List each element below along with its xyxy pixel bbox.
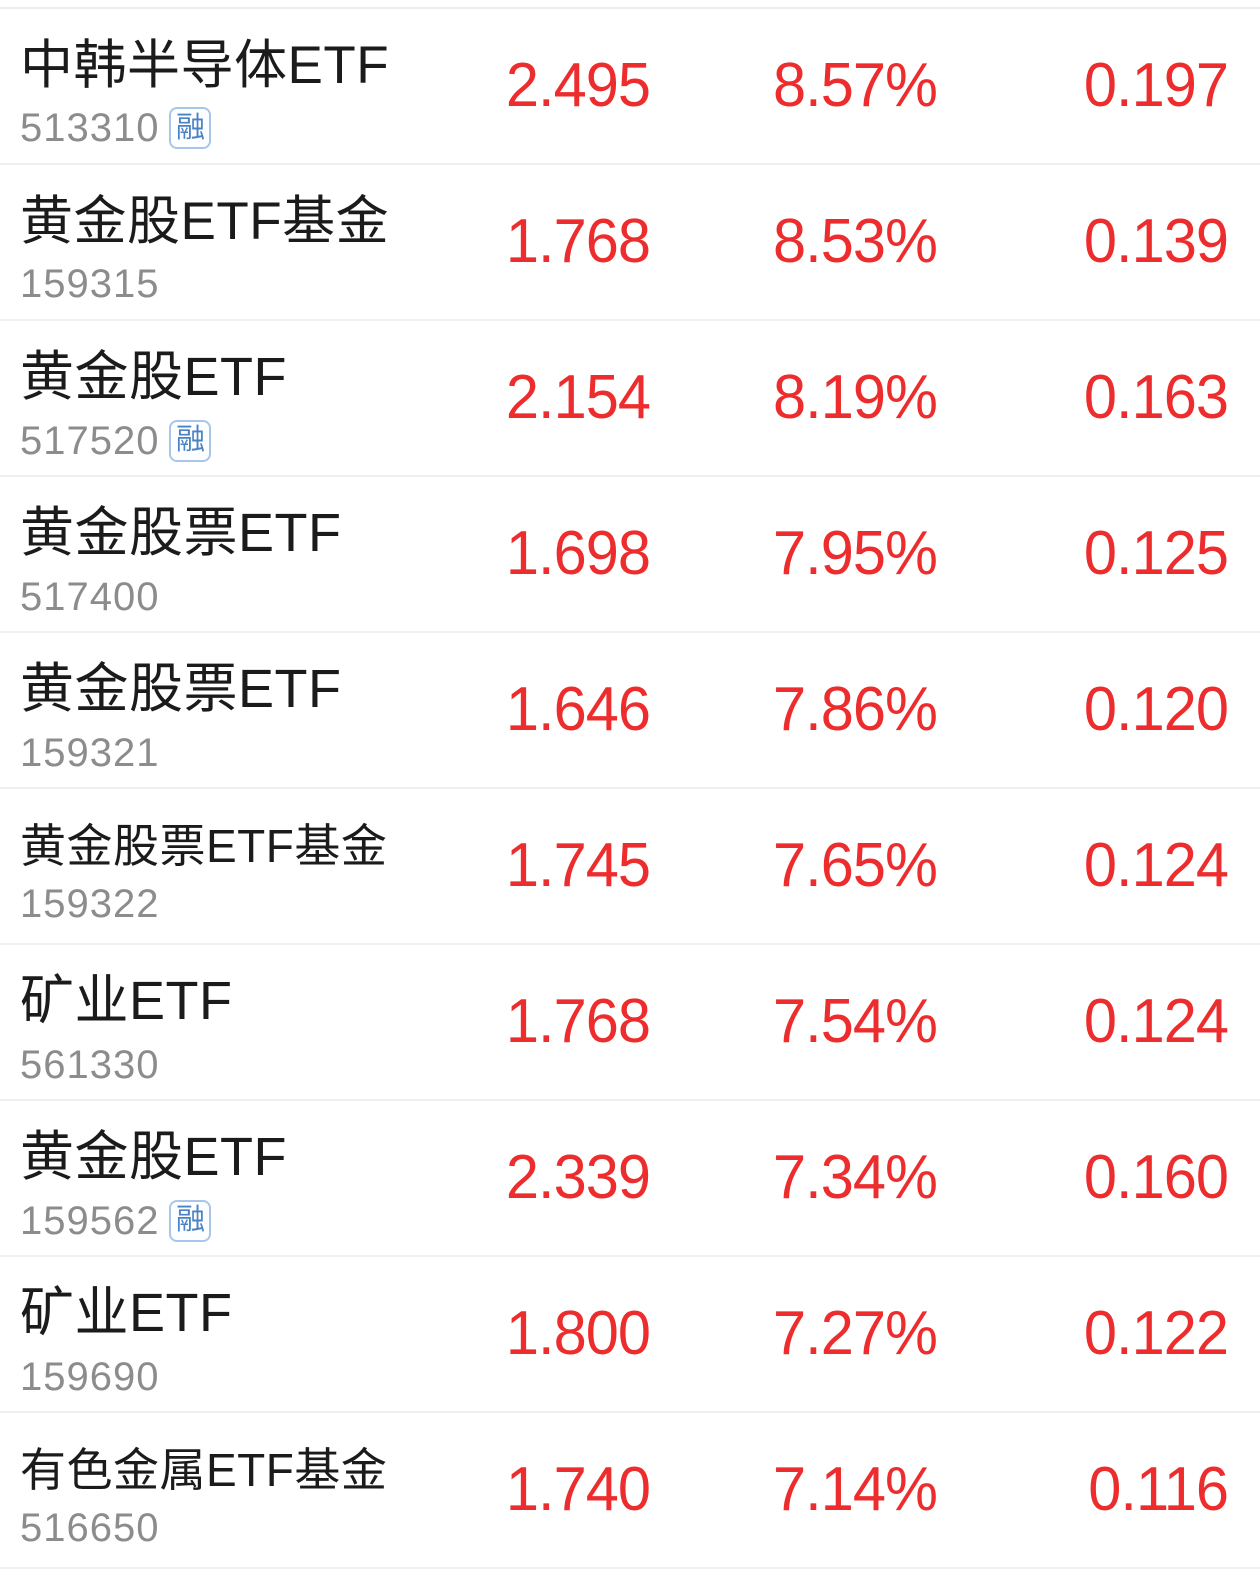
etf-name-block: 中韩半导体ETF 513310 融 [20, 20, 410, 153]
etf-last-price: 1.800 [505, 1299, 651, 1368]
etf-last-price: 1.740 [505, 1455, 651, 1524]
margin-trading-badge: 融 [169, 1199, 212, 1242]
etf-code: 159322 [20, 882, 160, 927]
etf-list-row[interactable]: 矿业ETF 561330 1.768 7.54% 0.124 [0, 945, 1260, 1101]
etf-list-row[interactable]: 有色金属ETF基金 516650 1.740 7.14% 0.116 [0, 1413, 1260, 1569]
margin-trading-badge: 融 [169, 107, 212, 150]
etf-change-value: 0.139 [1083, 207, 1229, 276]
etf-name: 中韩半导体ETF [20, 35, 390, 95]
etf-change-percent: 8.57% [773, 51, 938, 120]
etf-change-value: 0.160 [1083, 1143, 1229, 1212]
etf-code-line: 517520 融 [20, 417, 410, 465]
etf-last-price: 1.768 [505, 207, 651, 276]
etf-last-price: 2.339 [505, 1143, 651, 1212]
etf-name: 黄金股ETF [20, 1127, 287, 1188]
etf-code-line: 561330 [20, 1041, 410, 1089]
etf-change-percent: 7.65% [773, 831, 938, 900]
etf-change-value: 0.122 [1083, 1299, 1229, 1368]
etf-code: 513310 [20, 106, 160, 151]
etf-change-percent: 7.54% [773, 987, 938, 1056]
etf-name-block: 黄金股ETF 159562 融 [20, 1111, 410, 1245]
etf-name: 黄金股票ETF [20, 659, 342, 720]
etf-code-line: 517400 [20, 573, 410, 621]
etf-change-percent: 7.27% [773, 1299, 938, 1368]
etf-code: 159321 [20, 730, 160, 775]
etf-list-row[interactable]: 黄金股ETF 517520 融 2.154 8.19% 0.163 [0, 321, 1260, 477]
etf-name: 黄金股票ETF [20, 503, 342, 564]
etf-code-line: 159690 [20, 1353, 410, 1401]
etf-change-value: 0.124 [1083, 987, 1229, 1056]
etf-code-line: 159322 [20, 880, 410, 928]
etf-name-block: 黄金股票ETF 159321 [20, 643, 410, 777]
etf-name: 矿业ETF [20, 971, 233, 1032]
margin-trading-badge: 融 [169, 419, 212, 462]
etf-change-value: 0.120 [1083, 675, 1229, 744]
etf-name-block: 黄金股票ETF 517400 [20, 487, 410, 621]
etf-list-row[interactable]: 黄金股票ETF 159321 1.646 7.86% 0.120 [0, 633, 1260, 789]
etf-code-line: 516650 [20, 1504, 410, 1552]
etf-code: 516650 [20, 1506, 160, 1551]
etf-change-value: 0.125 [1083, 519, 1229, 588]
etf-name: 黄金股ETF基金 [20, 191, 390, 251]
etf-change-percent: 7.95% [773, 519, 938, 588]
etf-name: 黄金股票ETF基金 [20, 819, 388, 872]
etf-last-price: 2.154 [505, 363, 651, 432]
etf-last-price: 1.698 [505, 519, 651, 588]
etf-last-price: 1.745 [505, 831, 651, 900]
etf-name-block: 矿业ETF 159690 [20, 1267, 410, 1401]
etf-change-percent: 8.53% [773, 207, 938, 276]
etf-name-block: 黄金股ETF基金 159315 [20, 176, 410, 309]
etf-code: 159562 [20, 1198, 160, 1243]
etf-code-line: 159562 融 [20, 1197, 410, 1245]
etf-code: 159690 [20, 1354, 160, 1399]
etf-name: 有色金属ETF基金 [20, 1443, 388, 1496]
etf-last-price: 2.495 [505, 51, 651, 120]
etf-code: 517400 [20, 574, 160, 619]
etf-change-percent: 8.19% [773, 363, 938, 432]
etf-change-value: 0.163 [1083, 363, 1229, 432]
etf-change-percent: 7.86% [773, 675, 938, 744]
etf-rows-container: 中韩半导体ETF 513310 融 2.495 8.57% 0.197 黄金股E… [0, 9, 1260, 1569]
etf-name-block: 黄金股票ETF基金 159322 [20, 804, 410, 928]
etf-name-block: 黄金股ETF 517520 融 [20, 331, 410, 465]
etf-list-row[interactable]: 矿业ETF 159690 1.800 7.27% 0.122 [0, 1257, 1260, 1413]
etf-code-line: 159321 [20, 729, 410, 777]
etf-name: 矿业ETF [20, 1283, 233, 1344]
etf-code-line: 513310 融 [20, 104, 410, 152]
etf-quote-list: 中韩半导体ETF 513310 融 2.495 8.57% 0.197 黄金股E… [0, 7, 1260, 1569]
etf-list-row[interactable]: 黄金股票ETF 517400 1.698 7.95% 0.125 [0, 477, 1260, 633]
etf-name: 黄金股ETF [20, 347, 287, 408]
etf-list-row[interactable]: 中韩半导体ETF 513310 融 2.495 8.57% 0.197 [0, 9, 1260, 165]
etf-name-block: 有色金属ETF基金 516650 [20, 1428, 410, 1552]
etf-code: 561330 [20, 1042, 160, 1087]
etf-last-price: 1.646 [505, 675, 651, 744]
etf-list-row[interactable]: 黄金股ETF基金 159315 1.768 8.53% 0.139 [0, 165, 1260, 321]
etf-change-percent: 7.34% [773, 1143, 938, 1212]
etf-last-price: 1.768 [505, 987, 651, 1056]
etf-change-percent: 7.14% [773, 1455, 938, 1524]
etf-change-value: 0.124 [1083, 831, 1229, 900]
etf-code: 517520 [20, 418, 160, 463]
etf-list-row[interactable]: 黄金股ETF 159562 融 2.339 7.34% 0.160 [0, 1101, 1260, 1257]
etf-change-value: 0.116 [1088, 1455, 1229, 1524]
etf-list-row[interactable]: 黄金股票ETF基金 159322 1.745 7.65% 0.124 [0, 789, 1260, 945]
etf-change-value: 0.197 [1083, 51, 1229, 120]
etf-code: 159315 [20, 262, 160, 307]
etf-code-line: 159315 [20, 260, 410, 308]
etf-name-block: 矿业ETF 561330 [20, 955, 410, 1089]
